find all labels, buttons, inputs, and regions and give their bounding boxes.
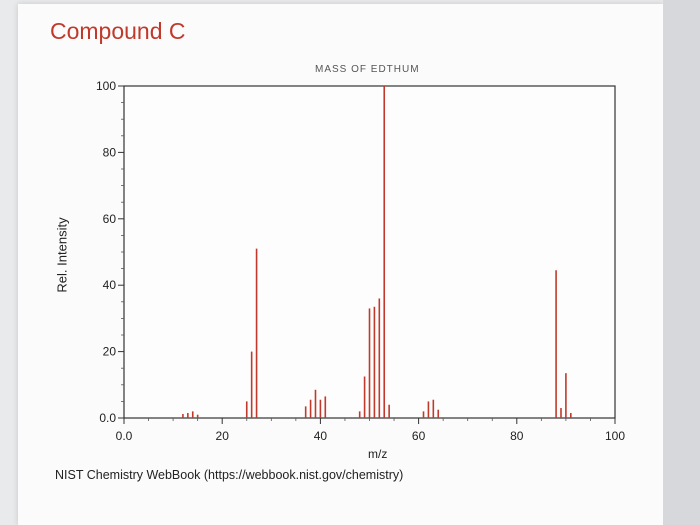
- source-credit: NIST Chemistry WebBook (https://webbook.…: [55, 468, 404, 482]
- spectrum-peaks: [182, 86, 572, 418]
- x-tick-label: 80: [510, 429, 524, 443]
- compound-heading: Compound C: [50, 18, 186, 44]
- background-edge: [663, 0, 700, 525]
- y-tick-label: 100: [96, 79, 116, 93]
- x-axis: 0.0 20 40 60 80 100: [116, 418, 625, 443]
- x-tick-label: 60: [412, 429, 426, 443]
- y-tick-label: 40: [103, 278, 117, 292]
- x-tick-label: 0.0: [116, 429, 133, 443]
- x-tick-label: 20: [216, 429, 230, 443]
- y-axis: 0.0 20 40 60 80 100: [96, 79, 124, 425]
- chart-title: MASS OF EDTHUM: [315, 64, 420, 75]
- y-tick-label: 60: [103, 212, 117, 226]
- x-tick-label: 40: [314, 429, 328, 443]
- x-tick-label: 100: [605, 429, 625, 443]
- y-tick-label: 0.0: [99, 411, 116, 425]
- x-axis-label: m/z: [368, 447, 388, 461]
- y-tick-label: 80: [103, 145, 117, 159]
- y-tick-label: 20: [103, 345, 117, 359]
